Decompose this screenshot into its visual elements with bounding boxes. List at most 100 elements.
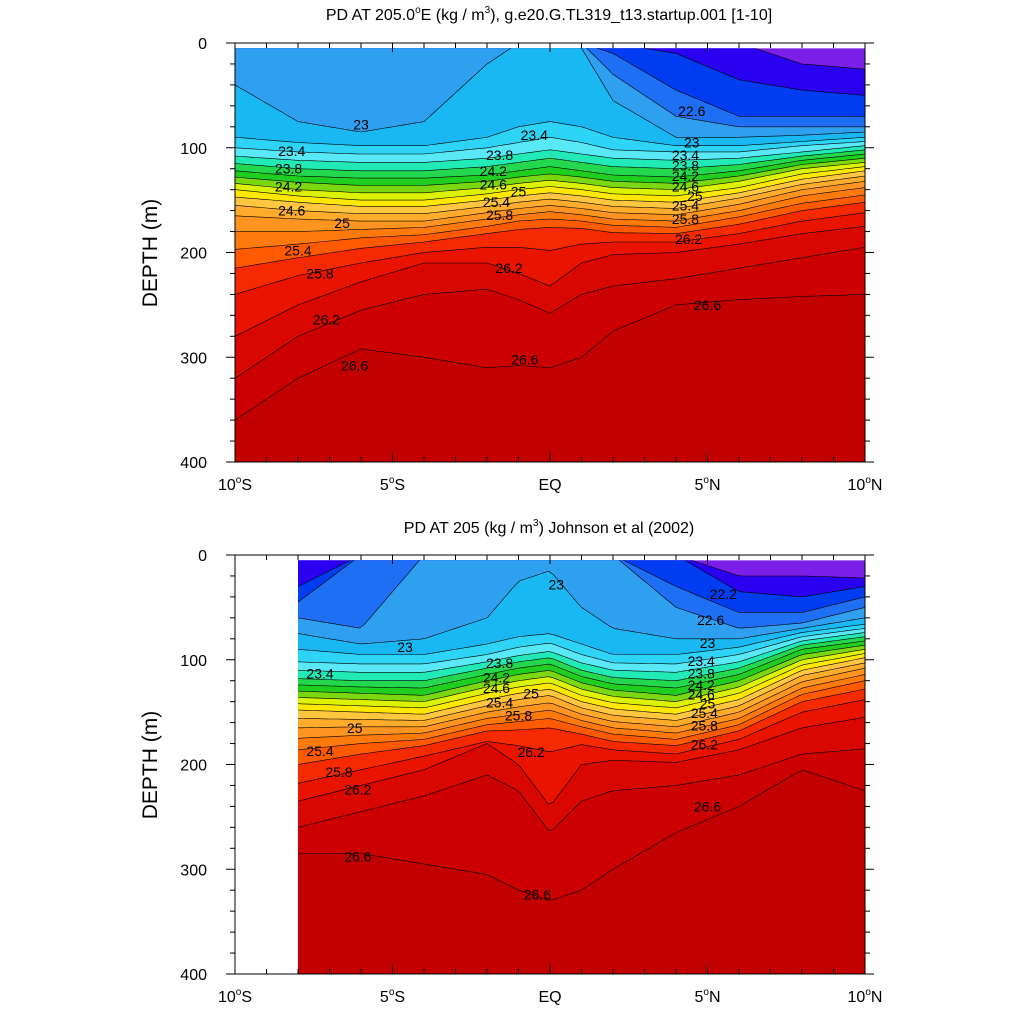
contour-label: 26.2 [517,744,544,760]
y-tick-label: 200 [180,758,207,775]
chart-title-top: PD AT 205.0oE (kg / m3), g.e20.G.TL319_t… [326,5,772,24]
contour-label: 26.2 [675,231,702,247]
contour-line [298,623,865,655]
contour-fill-group [298,560,865,974]
contour-label: 24.2 [483,670,510,686]
contour-label: 23.8 [672,158,699,174]
contour-label: 23 [684,135,700,151]
contour-label: 25.8 [691,718,718,734]
contour-label: 26.2 [313,312,340,328]
contour-line [298,628,865,665]
contour-line [753,48,865,70]
contour-line [298,748,865,831]
y-tick-label: 100 [180,653,207,670]
chart-title-bottom: PD AT 205 (kg / m3) Johnson et al (2002) [404,518,694,537]
axis-ticks [226,42,874,463]
contour-line [235,157,865,186]
x-tick-label: 10oS [218,475,252,494]
contour-panel-model: 2323.423.824.224.62525.425.826.226.623.4… [180,36,882,494]
y-tick-label: 100 [180,141,207,158]
x-tick-label: 5oS [380,475,405,494]
contour-label: 23.4 [306,665,333,681]
contour-label: 25 [347,720,363,736]
contour-line [298,640,865,689]
contour-label: 26.6 [341,358,368,374]
contour-line [235,170,865,207]
contour-line [235,153,865,179]
contour-label: 23.4 [278,143,305,159]
contour-label: 26.2 [691,737,718,753]
contour-line [298,560,865,629]
contour-label: 25.4 [672,197,699,213]
x-tick-label: 5oN [694,987,720,1006]
y-tick-label: 0 [198,36,207,53]
contour-label: 24.2 [275,179,302,195]
contour-label: 26.6 [344,849,371,865]
contour-label: 25.8 [672,211,699,227]
contour-label: 24.6 [480,176,507,192]
contour-label: 22.6 [678,103,705,119]
contour-fill-group [235,48,865,463]
contour-label: 26.6 [524,886,551,902]
contour-line [235,212,865,295]
contour-line [298,560,865,597]
contour-label: 25.4 [483,194,510,210]
contour-label: 24.6 [672,179,699,195]
contour-line [235,149,865,172]
x-tick-label: 10oS [218,987,252,1006]
axis-ticks [226,554,874,975]
contour-label: 23.4 [672,147,699,163]
contour-line [298,667,865,729]
contour-line [298,657,865,715]
contour-line [298,653,865,709]
y-tick-label: 400 [180,967,207,984]
contour-label: 24.6 [278,203,305,219]
contour-line [235,194,865,250]
contour-band [298,770,865,974]
contour-line [235,247,865,379]
contour-label: 25.4 [486,695,513,711]
contour-line [298,570,865,645]
contour-line [235,136,865,155]
contour-label: 23.8 [275,161,302,177]
contour-line [235,175,865,214]
contour-line [235,226,865,337]
contour-line [235,48,865,138]
contour-label: 24.2 [672,168,699,184]
contour-line [298,632,865,673]
contour-line [235,145,865,163]
contour-line [235,201,865,269]
contour-line [298,644,865,696]
contour-label-group: 2323.423.824.224.62525.425.826.226.623.4… [275,103,721,374]
contour-label: 25.4 [306,743,333,759]
contour-label: 24.2 [688,677,715,693]
contour-label: 25.8 [306,265,333,281]
contour-line [298,680,865,751]
contour-label: 25 [523,685,539,701]
contour-line [298,717,865,805]
x-tick-label: EQ [538,989,561,1006]
contour-label: 23.4 [521,127,548,143]
y-tick-label: 0 [198,548,207,565]
x-tick-label: EQ [538,477,561,494]
contour-line [235,181,865,222]
y-axis-label-top: DEPTH (m) [139,199,162,308]
contour-line [298,649,865,702]
contour-line [298,674,865,739]
contour-band [235,294,865,463]
contour-line [690,560,865,579]
contour-line [235,162,865,194]
contour-line [235,294,865,421]
contour-line [298,662,865,721]
contour-line [586,48,865,128]
contour-label: 23.8 [486,655,513,671]
contour-label: 25.4 [284,242,311,258]
contour-label: 26.2 [495,260,522,276]
contour-label: 23 [353,117,369,133]
contour-label: 25.8 [486,207,513,223]
contour-line [235,166,865,201]
y-axis-label-bottom: DEPTH (m) [139,711,162,820]
contour-line [298,636,865,682]
